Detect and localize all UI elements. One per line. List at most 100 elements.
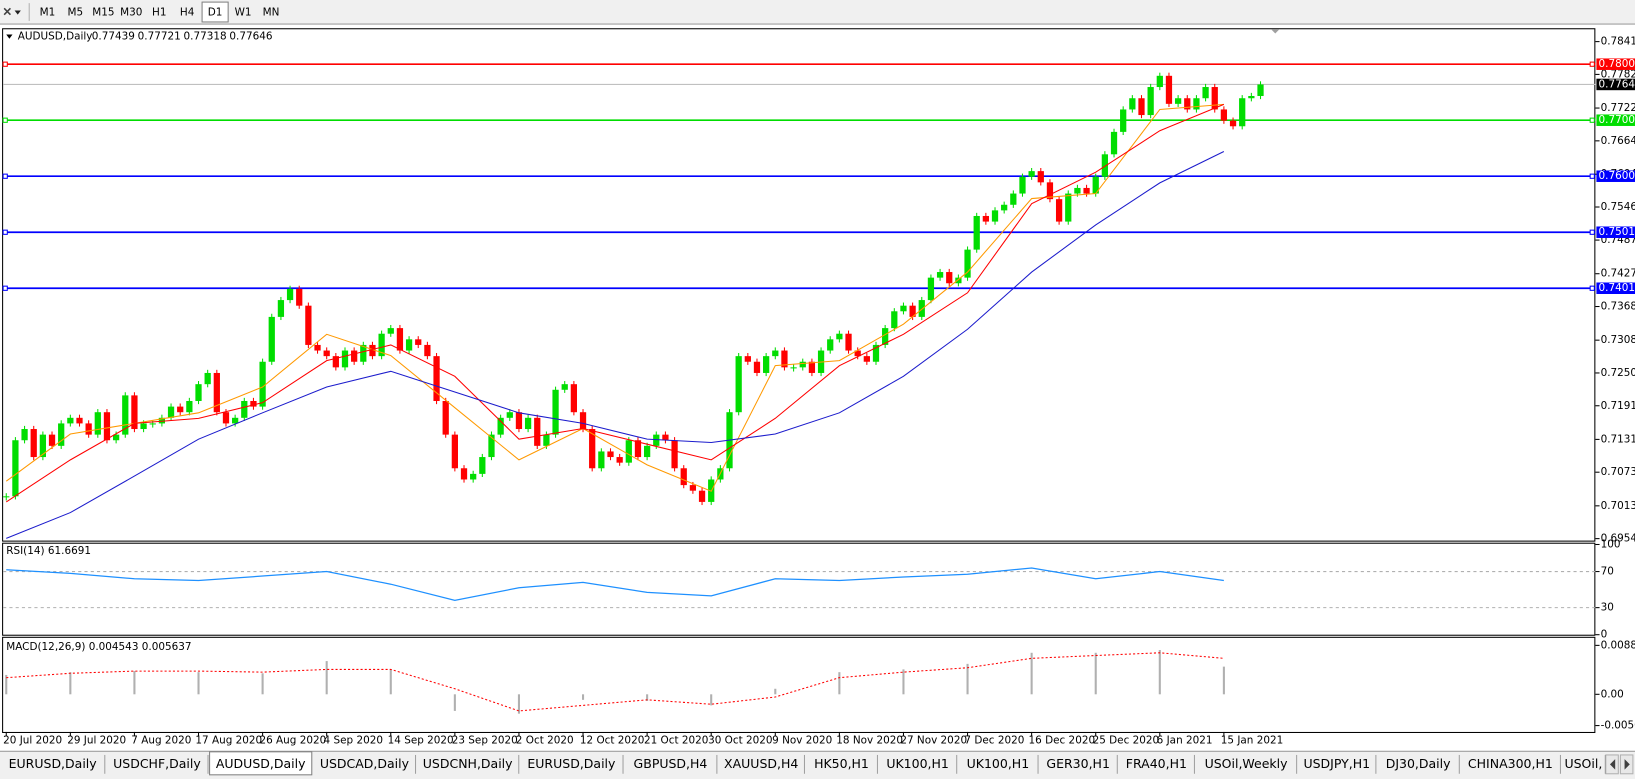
y-tick-label: 0.00 xyxy=(1601,688,1624,700)
toolbar-icon[interactable] xyxy=(3,7,11,16)
candle-body xyxy=(1229,120,1237,127)
chart-tab[interactable]: USOil, xyxy=(1564,754,1606,774)
chart-tab[interactable]: GBPUSD,H4 xyxy=(634,754,718,774)
candle-body xyxy=(1211,87,1218,110)
candle-body xyxy=(1083,187,1090,194)
x-tick-label: 21 Oct 2020 xyxy=(644,734,708,746)
candle-body xyxy=(964,249,971,278)
candle-body xyxy=(48,434,56,446)
candle-body xyxy=(570,384,578,413)
candle-body xyxy=(506,412,513,418)
candle-body xyxy=(378,333,385,357)
candle-body xyxy=(213,372,220,413)
y-tick-label: 0.70730 xyxy=(1601,466,1635,478)
candle-body xyxy=(561,384,568,390)
chart-tab[interactable]: CHINA300,H1 xyxy=(1468,754,1561,774)
candle-body xyxy=(1129,98,1136,110)
y-tick-label: 0.78410 xyxy=(1601,36,1635,48)
candle-body xyxy=(634,440,642,458)
candle-body xyxy=(268,316,275,362)
level-handle xyxy=(2,229,8,235)
chart-tab-label: USDJPY,H1 xyxy=(1303,756,1370,771)
candle-body xyxy=(955,277,962,284)
candle-body xyxy=(579,412,587,430)
quote-high: 0.77721 xyxy=(138,31,181,43)
candle-body xyxy=(3,496,10,498)
timeframe-button[interactable]: M30 xyxy=(120,7,142,19)
candle-body xyxy=(286,288,294,301)
moving-average xyxy=(5,103,1224,492)
candle-body xyxy=(882,328,889,345)
chart-tab[interactable]: AUDUSD,Daily xyxy=(209,751,313,776)
timeframe-button[interactable]: D1 xyxy=(201,1,229,23)
y-tick-label: 0.71315 xyxy=(1601,433,1635,445)
toolbar-dropdown[interactable] xyxy=(14,10,21,15)
chart-tab[interactable]: USOil,Weekly xyxy=(1205,754,1298,774)
candle-body xyxy=(39,434,47,458)
chart-tab-label: EURUSD,Daily xyxy=(9,756,98,771)
chart-tab[interactable]: UK100,H1 xyxy=(886,754,958,774)
level-handle xyxy=(1589,229,1595,235)
chart-tab-label: CHINA300,H1 xyxy=(1468,756,1553,771)
timeframe-button[interactable]: M5 xyxy=(68,7,84,19)
chart-tab-label: HK50,H1 xyxy=(814,756,869,771)
chart-tab[interactable]: HK50,H1 xyxy=(814,754,878,774)
candle-body xyxy=(827,339,834,351)
candle-body xyxy=(515,412,523,430)
candle-body xyxy=(479,457,486,474)
y-tick-label: 30 xyxy=(1601,602,1614,614)
timeframe-button[interactable]: M15 xyxy=(92,7,114,19)
candle-body xyxy=(625,440,632,463)
timeframe-button[interactable]: H1 xyxy=(152,7,166,19)
candle-body xyxy=(1037,171,1044,183)
timeframe-button[interactable]: MN xyxy=(263,7,280,19)
chart-tab[interactable]: EURUSD,Daily xyxy=(9,754,106,774)
level-handle xyxy=(2,61,8,67)
candle-body xyxy=(689,485,697,491)
candle-body xyxy=(552,389,559,435)
x-tick-label: 9 Nov 2020 xyxy=(772,734,832,746)
timeframe-button[interactable]: W1 xyxy=(235,7,252,19)
rsi-line xyxy=(6,567,1224,602)
candle-body xyxy=(30,429,37,458)
chart-tab[interactable]: XAUUSD,H4 xyxy=(724,754,805,774)
chart-tab[interactable]: USDCHF,Daily xyxy=(113,754,209,774)
candle-body xyxy=(936,272,944,278)
level-handle xyxy=(1589,61,1595,67)
timeframe-button[interactable]: M1 xyxy=(40,7,56,19)
chart-tab[interactable]: UK100,H1 xyxy=(967,754,1039,774)
candle-body xyxy=(12,440,19,497)
chart-tab[interactable]: USDCAD,Daily xyxy=(320,754,417,774)
candle-body xyxy=(1174,98,1182,104)
main-panel-frame xyxy=(2,28,1596,542)
chart-tab[interactable]: DJ30,Daily xyxy=(1386,754,1460,774)
candle-body xyxy=(836,333,843,340)
candle-body xyxy=(1019,176,1026,194)
chart-menu-arrow[interactable] xyxy=(6,34,13,39)
candle-body xyxy=(607,451,614,458)
candle-body xyxy=(94,412,101,435)
chart-tab[interactable]: GER30,H1 xyxy=(1046,754,1118,774)
y-tick-label: 0.73085 xyxy=(1601,334,1635,346)
candle-body xyxy=(131,395,138,430)
chart-tab[interactable]: EURUSD,Daily xyxy=(527,754,624,774)
y-tick-label: 0.72500 xyxy=(1601,367,1635,379)
candle-body xyxy=(103,412,111,441)
current-price-label: 0.77646 xyxy=(1599,78,1635,90)
chart-tab[interactable]: USDJPY,H1 xyxy=(1303,754,1377,774)
level-label-box xyxy=(1596,226,1635,238)
chart-tab-label: DJ30,Daily xyxy=(1386,756,1451,771)
level-label: 0.74011 xyxy=(1599,282,1635,294)
candle-body xyxy=(277,300,285,317)
shift-marker xyxy=(1271,29,1280,34)
chart-tab[interactable]: USDCNH,Daily xyxy=(423,754,520,774)
chart-tab-label: GBPUSD,H4 xyxy=(634,756,708,771)
chart-tab[interactable]: FRA40,H1 xyxy=(1126,754,1195,774)
candle-body xyxy=(158,417,166,424)
candle-body xyxy=(616,457,623,463)
candle-body xyxy=(186,400,193,413)
quote-low: 0.77318 xyxy=(184,31,227,43)
timeframe-button[interactable]: H4 xyxy=(180,7,195,19)
